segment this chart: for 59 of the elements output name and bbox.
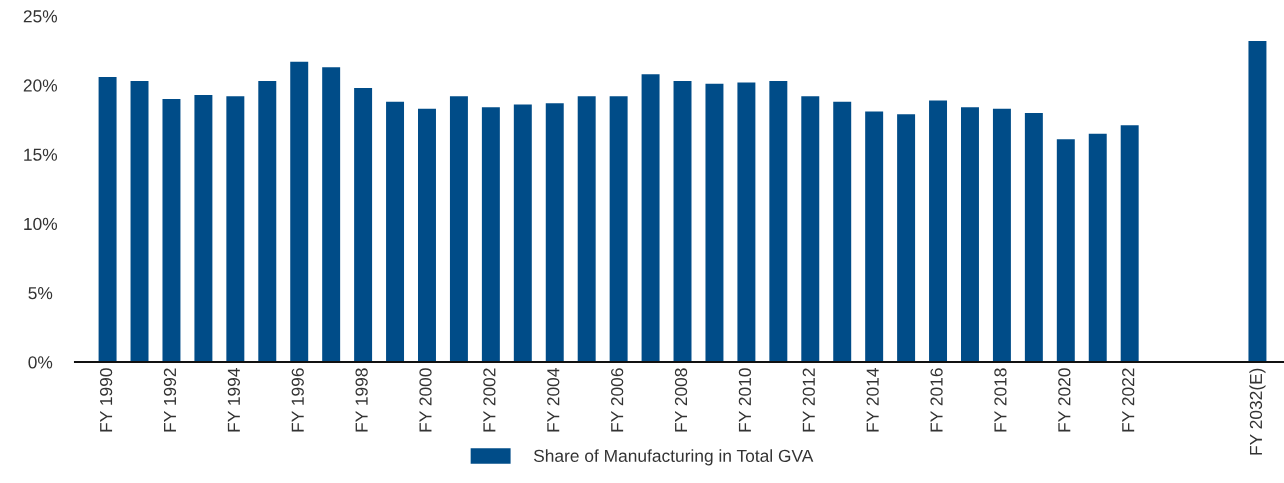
bar xyxy=(897,114,916,362)
bar xyxy=(673,81,692,362)
x-tick-label: FY 1992 xyxy=(163,368,177,432)
x-tick-label: FY 1998 xyxy=(355,368,368,432)
y-tick-label: 5% xyxy=(28,287,53,300)
y-tick-label: 0% xyxy=(28,356,53,369)
bar xyxy=(929,100,948,362)
x-tick-label: FY 2004 xyxy=(547,368,560,432)
bar xyxy=(162,99,181,362)
bar xyxy=(449,96,468,362)
bar xyxy=(258,81,277,362)
x-tick-label: FY 2016 xyxy=(930,368,943,432)
bar xyxy=(513,104,532,362)
bar xyxy=(833,101,852,362)
bar xyxy=(1120,125,1139,362)
bar xyxy=(705,83,724,362)
bar xyxy=(865,111,884,362)
x-tick-label: FY 2012 xyxy=(802,368,815,432)
bar xyxy=(130,81,149,362)
bar xyxy=(1024,112,1043,362)
x-tick-label: FY 1996 xyxy=(291,368,304,432)
x-tick-label: FY 2032(E) xyxy=(1249,368,1266,455)
x-tick-label: FY 2010 xyxy=(738,368,752,432)
bar xyxy=(194,94,213,362)
bar xyxy=(961,107,979,362)
bar xyxy=(322,67,341,362)
x-tick-label: FY 2020 xyxy=(1058,368,1071,432)
bar xyxy=(801,96,820,362)
bar xyxy=(418,108,436,362)
x-tick-label: FY 2022 xyxy=(1122,368,1135,432)
x-tick-label: FY 2018 xyxy=(994,368,1007,432)
x-tick-label: FY 1994 xyxy=(227,368,240,432)
bar xyxy=(386,101,405,362)
bar xyxy=(1248,40,1267,362)
y-tick-label: 25% xyxy=(23,10,58,23)
x-tick-label: FY 1990 xyxy=(99,368,113,432)
x-tick-label: FY 2008 xyxy=(674,368,688,432)
bar xyxy=(1088,133,1107,362)
bar xyxy=(226,96,245,362)
bar xyxy=(737,82,756,362)
x-tick-label: FY 2014 xyxy=(866,368,879,432)
bar xyxy=(98,76,117,362)
legend-label: Share of Manufacturing in Total GVA xyxy=(533,449,814,466)
bar xyxy=(577,96,596,362)
bar xyxy=(354,87,373,362)
bar xyxy=(609,96,628,362)
x-tick-label: FY 2006 xyxy=(611,368,624,432)
bar xyxy=(290,61,309,362)
y-tick-label: 20% xyxy=(23,79,58,92)
x-tick-label: FY 2002 xyxy=(483,368,496,432)
x-tick-label: FY 2000 xyxy=(419,368,432,432)
bar xyxy=(1056,139,1075,362)
bar xyxy=(769,81,788,362)
bar xyxy=(545,103,564,362)
bar xyxy=(992,108,1011,362)
y-tick-label: 15% xyxy=(24,148,58,161)
bar xyxy=(641,74,660,362)
bar xyxy=(481,107,500,362)
y-tick-label: 10% xyxy=(24,217,58,231)
